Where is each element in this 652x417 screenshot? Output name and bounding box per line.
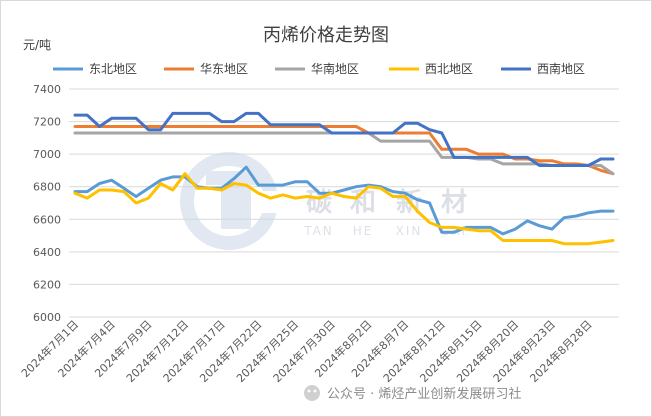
- legend-label: 东北地区: [89, 62, 137, 76]
- watermark-subtext: HE: [353, 224, 374, 238]
- y-axis-ticks: 6000 6200 6400 6600 6800 7000 7200 7400: [33, 83, 61, 324]
- x-tick-label: 2024年7月22日: [197, 317, 265, 385]
- watermark-logo-icon: [180, 152, 295, 250]
- series-lines: [73, 111, 615, 246]
- legend-label: 西北地区: [425, 62, 473, 76]
- y-tick-label: 6200: [33, 278, 61, 291]
- watermark-footer-text: 公众号 · 烯烃产业创新发展研习社: [327, 386, 521, 402]
- x-tick-label: 2024年8月12日: [380, 317, 448, 385]
- legend-label: 西南地区: [537, 61, 585, 76]
- x-tick-label: 2024年7月12日: [123, 317, 191, 385]
- x-tick-label: 2024年8月15日: [417, 317, 485, 385]
- x-tick-label: 2024年7月30日: [270, 317, 338, 385]
- legend-label: 华南地区: [311, 61, 359, 76]
- series-line-4: [73, 111, 615, 167]
- watermark-footer: 公众号 · 烯烃产业创新发展研习社: [304, 385, 521, 402]
- gridlines: [69, 88, 619, 318]
- y-tick-label: 6800: [33, 181, 61, 194]
- y-tick-label: 7200: [33, 116, 61, 129]
- y-unit-label: 元/吨: [23, 38, 51, 52]
- chart-title: 丙烯价格走势图: [263, 25, 389, 46]
- series-line-3: [73, 172, 615, 246]
- y-tick-label: 6600: [33, 213, 61, 226]
- watermark-subtext: XIN: [396, 224, 423, 238]
- series-line-2: [73, 131, 615, 176]
- legend-label: 华东地区: [200, 62, 248, 76]
- legend: 东北地区 华东地区 华南地区 西北地区 西南地区: [53, 61, 585, 76]
- y-tick-label: 7400: [33, 83, 61, 96]
- x-tick-label: 2024年8月28日: [527, 317, 595, 385]
- x-tick-label: 2024年8月23日: [490, 317, 558, 385]
- x-tick-label: 2024年8月20日: [453, 317, 521, 385]
- wechat-icon: [304, 385, 320, 401]
- watermark-char: 材: [441, 188, 467, 218]
- y-tick-label: 6400: [33, 246, 61, 259]
- x-tick-label: 2024年7月25日: [233, 317, 301, 385]
- x-axis-ticks: 2024年7月1日2024年7月4日2024年7月9日2024年7月12日202…: [18, 317, 594, 385]
- y-tick-label: 7000: [33, 148, 61, 161]
- y-tick-label: 6000: [33, 311, 61, 324]
- x-tick-label: 2024年7月17日: [160, 317, 228, 385]
- watermark-subtext: TAN: [303, 224, 334, 238]
- series-line-0: [73, 165, 615, 236]
